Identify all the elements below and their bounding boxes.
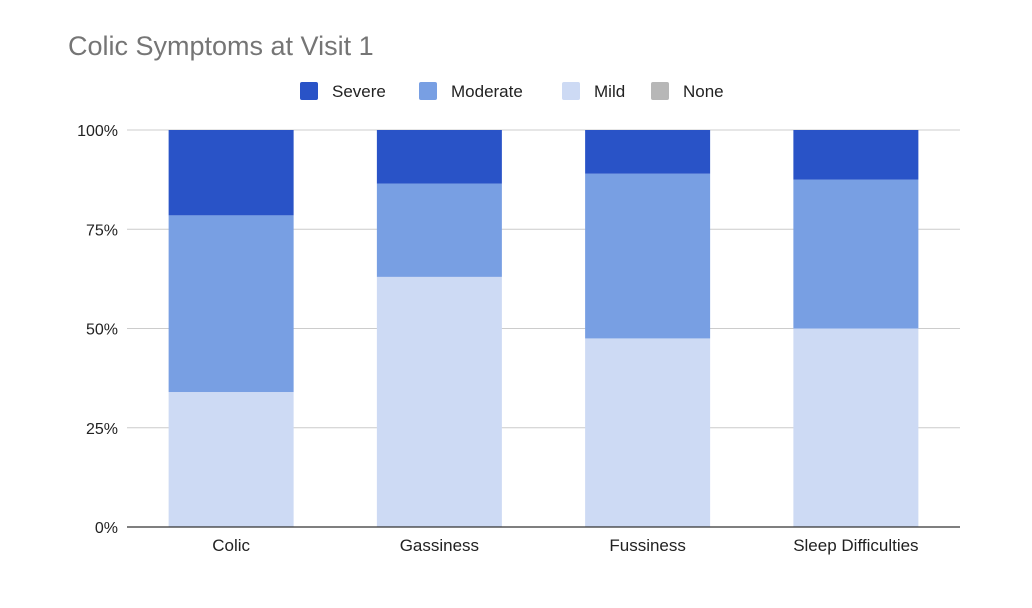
bar-segment-moderate bbox=[168, 215, 294, 393]
legend-item-moderate: Moderate bbox=[419, 82, 523, 101]
bar-segment-mild bbox=[376, 276, 502, 527]
bar-segment-moderate bbox=[585, 173, 711, 339]
x-category-label: Gassiness bbox=[400, 536, 479, 555]
legend-item-mild: Mild bbox=[562, 82, 625, 101]
legend: Severe Moderate Mild None bbox=[300, 82, 724, 101]
y-tick-label: 50% bbox=[86, 322, 118, 339]
bar-segment-severe bbox=[793, 130, 919, 180]
y-tick-label: 0% bbox=[95, 520, 118, 537]
legend-swatch bbox=[300, 82, 318, 100]
legend-label: Moderate bbox=[451, 82, 523, 101]
legend-swatch bbox=[419, 82, 437, 100]
y-tick-label: 100% bbox=[77, 123, 118, 140]
legend-item-severe: Severe bbox=[300, 82, 386, 101]
legend-swatch bbox=[562, 82, 580, 100]
bar-segment-moderate bbox=[376, 183, 502, 277]
legend-label: Mild bbox=[594, 82, 625, 101]
y-tick-label: 75% bbox=[86, 222, 118, 239]
x-category-label: Sleep Difficulties bbox=[793, 536, 918, 555]
legend-label: None bbox=[683, 82, 724, 101]
y-tick-label: 25% bbox=[86, 421, 118, 438]
bar-segment-mild bbox=[585, 338, 711, 527]
chart-title: Colic Symptoms at Visit 1 bbox=[68, 31, 374, 61]
x-category-label: Fussiness bbox=[609, 536, 686, 555]
y-axis: 0% 25% 50% 75% 100% bbox=[77, 123, 118, 537]
bar-segment-severe bbox=[376, 130, 502, 184]
bar-segment-mild bbox=[168, 392, 294, 527]
x-axis: Colic Gassiness Fussiness Sleep Difficultie… bbox=[127, 526, 960, 555]
x-category-label: Colic bbox=[212, 536, 250, 555]
legend-label: Severe bbox=[332, 82, 386, 101]
bars bbox=[168, 130, 919, 527]
bar-segment-severe bbox=[168, 130, 294, 216]
legend-swatch bbox=[651, 82, 669, 100]
legend-item-none: None bbox=[651, 82, 724, 101]
bar-segment-severe bbox=[585, 130, 711, 174]
bar-segment-moderate bbox=[793, 179, 919, 329]
bar-segment-mild bbox=[793, 328, 919, 527]
